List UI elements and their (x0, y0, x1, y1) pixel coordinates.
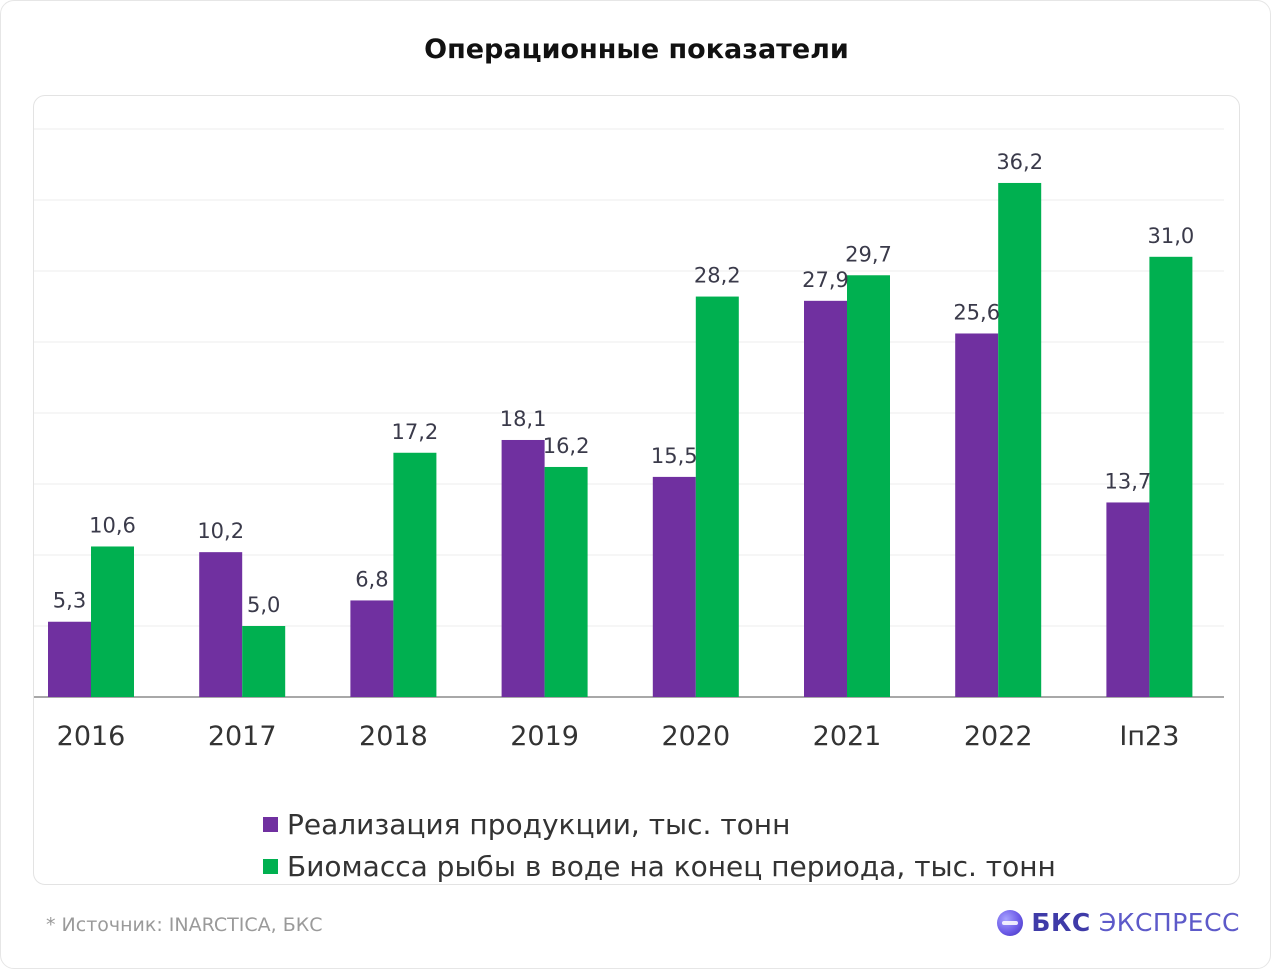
data-labels: 5,3 10,6 10,2 5,0 6,8 17,2 18,1 16,2 15,5 28,2 27,… (53, 150, 1194, 617)
legend-label-biomass: Биомасса рыбы в воде на конец периода, т… (287, 849, 1056, 883)
bar-biomass-2021 (847, 275, 890, 697)
bar-sales-2022 (955, 333, 999, 697)
bar-biomass-2022 (998, 182, 1042, 697)
data-label-sales-2022: 25,6 (953, 300, 1000, 324)
data-label-biomass-Iп23: 31,0 (1148, 224, 1195, 248)
data-label-biomass-2022: 36,2 (996, 150, 1043, 174)
bar-biomass-2016 (91, 546, 134, 697)
brand-name-strong: БКС (1031, 908, 1091, 937)
bar-biomass-2020 (695, 296, 739, 697)
x-tick-label-2022: 2022 (964, 721, 1033, 752)
bar-biomass-2018 (393, 452, 437, 697)
legend: Реализация продукции, тыс. тонн Биомасса… (263, 803, 1056, 887)
data-label-sales-2019: 18,1 (500, 407, 547, 431)
data-label-biomass-2019: 16,2 (543, 434, 590, 458)
data-label-sales-2016: 5,3 (53, 589, 86, 613)
brand-name-light: ЭКСПРЕСС (1098, 908, 1240, 937)
legend-swatch-sales (263, 816, 278, 832)
x-tick-label-2020: 2020 (661, 721, 730, 752)
x-tick-label-2018: 2018 (359, 721, 428, 752)
bar-sales-2021 (804, 300, 847, 697)
legend-item-sales: Реализация продукции, тыс. тонн (263, 803, 1056, 845)
bar-sales-2018 (350, 600, 394, 697)
legend-label-sales: Реализация продукции, тыс. тонн (287, 807, 791, 841)
brand-logo: БКС ЭКСПРЕСС (997, 908, 1240, 937)
x-tick-label-2017: 2017 (208, 721, 277, 752)
data-label-biomass-2020: 28,2 (694, 264, 741, 288)
bar-biomass-2019 (544, 466, 588, 697)
bks-logo-icon (997, 909, 1024, 936)
x-tick-label-2021: 2021 (813, 721, 882, 752)
bar-sales-2016 (48, 621, 91, 697)
source-note: * Источник: INARCTICA, БКС (46, 914, 323, 936)
bar-biomass-Iп23 (1149, 256, 1193, 697)
bar-biomass-2017 (242, 626, 286, 697)
data-label-sales-Iп23: 13,7 (1105, 469, 1152, 493)
chart-title: Операционные показатели (424, 34, 849, 65)
data-label-sales-2017: 10,2 (197, 519, 244, 543)
bar-sales-2019 (501, 439, 545, 697)
legend-item-biomass: Биомасса рыбы в воде на конец периода, т… (263, 845, 1056, 887)
bar-sales-Iп23 (1106, 502, 1150, 697)
bar-sales-2020 (652, 476, 696, 697)
x-tick-label-2016: 2016 (57, 721, 126, 752)
bars (48, 182, 1193, 697)
data-label-biomass-2016: 10,6 (89, 513, 136, 537)
bar-sales-2017 (199, 552, 243, 697)
legend-swatch-biomass (263, 858, 278, 874)
data-label-sales-2020: 15,5 (651, 444, 698, 468)
data-label-sales-2021: 27,9 (802, 268, 849, 292)
data-label-biomass-2017: 5,0 (247, 593, 280, 617)
x-tick-labels: 2016 2017 2018 2019 2020 2021 2022 Iп23 (57, 721, 1180, 752)
data-label-sales-2018: 6,8 (355, 567, 388, 591)
x-tick-label-2019: 2019 (510, 721, 579, 752)
data-label-biomass-2018: 17,2 (392, 420, 439, 444)
data-label-biomass-2021: 29,7 (845, 242, 892, 266)
x-tick-label-Iп23: Iп23 (1119, 721, 1179, 752)
